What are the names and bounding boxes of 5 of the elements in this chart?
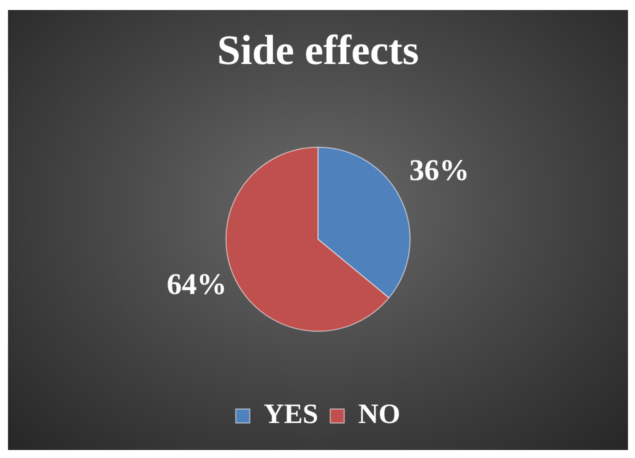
data-label: 64% xyxy=(166,268,227,302)
legend-label: NO xyxy=(358,399,400,430)
data-label: 36% xyxy=(409,154,470,187)
chart-title: Side effects xyxy=(217,28,419,74)
legend-label: YES xyxy=(264,399,318,430)
